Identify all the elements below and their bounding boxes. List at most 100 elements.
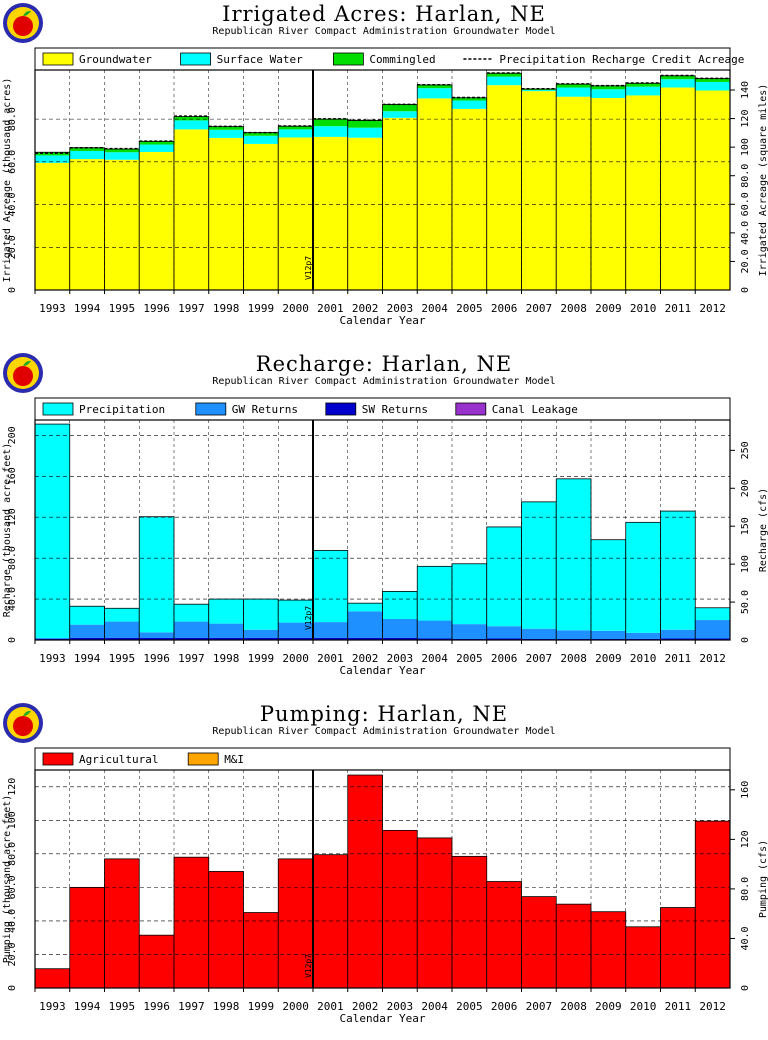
bar-segment (417, 837, 452, 988)
y-tick-label: 100 (7, 811, 18, 829)
bar-segment (486, 85, 522, 291)
bar-segment (104, 152, 140, 160)
x-tick-label: 2004 (421, 302, 448, 315)
bar-segment (278, 129, 313, 138)
bar-segment (556, 96, 591, 290)
y2-axis-label: Recharge (cfs) (758, 488, 768, 572)
bar-segment (69, 606, 105, 625)
bar-segment (625, 83, 661, 87)
bar-segment (208, 871, 244, 988)
bar-segment (174, 129, 209, 290)
legend-swatch (180, 52, 212, 66)
bar-segment (278, 137, 313, 290)
bar-segment (556, 630, 591, 639)
bar-segment (452, 563, 487, 625)
bar-segment (347, 611, 383, 638)
bar-segment (382, 830, 418, 988)
x-tick-label: 2009 (595, 302, 622, 315)
legend-label: Groundwater (79, 53, 152, 66)
bar-segment (417, 566, 452, 621)
x-tick-label: 1996 (143, 652, 170, 665)
legend-label: Agricultural (79, 753, 158, 766)
apple-logo-icon (2, 352, 44, 394)
pumping-panel: Pumping: Harlan, NE Republican River Com… (0, 700, 768, 1040)
bar-segment (556, 904, 591, 988)
bar-segment (35, 637, 70, 639)
y-tick-label: 40.0 (7, 587, 18, 611)
bar-segment (591, 97, 626, 290)
legend-swatch (195, 402, 227, 416)
x-tick-label: 2008 (560, 652, 587, 665)
y2-tick-label: 150 (740, 517, 751, 535)
bar-segment (556, 84, 591, 88)
x-tick-label: 1993 (39, 652, 66, 665)
y-tick-label: 80.0 (7, 546, 18, 570)
bar-segment (313, 119, 348, 127)
bar-segment (486, 76, 522, 86)
bar-segment (382, 104, 418, 112)
y-tick-label: 40.0 (7, 909, 18, 933)
bar-segment (278, 637, 313, 640)
x-tick-label: 2011 (665, 1000, 692, 1013)
y-tick-label: 0 (7, 637, 18, 643)
x-tick-label: 1996 (143, 1000, 170, 1013)
bar-segment (278, 126, 313, 130)
x-tick-label: 1997 (178, 302, 205, 315)
y-axis-label: Pumping (thousand acre-feet) (2, 795, 13, 964)
bar-segment (104, 149, 140, 153)
pumping-chart: Agricultural M&I 20.0 40.0 60.0 80.0 100 120 0 40… (2, 747, 768, 1025)
x-tick-label: 2012 (699, 652, 726, 665)
bar-segment (243, 629, 279, 638)
bar-segment (625, 926, 661, 988)
bar-segment (486, 73, 522, 77)
bar-segment (695, 607, 730, 621)
x-tick-label: 2010 (630, 302, 657, 315)
y2-tick-label: 40.0 (740, 221, 751, 245)
x-tick-label: 2007 (526, 1000, 553, 1013)
bar-segment (695, 821, 730, 988)
bar-segment (174, 116, 209, 121)
bar-segment (486, 638, 522, 640)
x-tick-label: 2005 (456, 302, 483, 315)
bar-segment (208, 599, 244, 624)
x-tick-label: 2006 (491, 1000, 518, 1013)
bar-segment (243, 132, 279, 136)
legend-swatch (187, 752, 219, 766)
chart-subtitle: Republican River Compact Administration … (212, 26, 556, 37)
version-marker-label: V12p7 (304, 256, 313, 280)
x-tick-label: 2001 (317, 302, 344, 315)
bar-segment (139, 152, 174, 290)
recharge-panel: Recharge: Harlan, NE Republican River Co… (0, 350, 768, 690)
y2-tick-label: 0 (740, 985, 751, 991)
y-tick-label: 20.0 (7, 942, 18, 966)
bar-segment (695, 620, 730, 639)
bar-segment (347, 775, 383, 988)
y-tick-label: 0 (7, 985, 18, 991)
bar-segment (521, 628, 557, 639)
x-tick-label: 2002 (352, 652, 379, 665)
y2-tick-label: 200 (740, 479, 751, 497)
version-marker-label: V12p7 (304, 954, 313, 978)
bar-segment (382, 619, 418, 638)
x-tick-label: 2006 (491, 302, 518, 315)
bar-segment (660, 638, 696, 640)
bar-segment (139, 637, 174, 640)
y-axis-label: Irrigated Acreage (thousand acres) (2, 78, 13, 283)
legend-label: Surface Water (217, 53, 303, 66)
bar-segment (104, 159, 140, 290)
bar-segment (486, 626, 522, 639)
x-tick-label: 1997 (178, 1000, 205, 1013)
chart-title: Pumping: Harlan, NE (259, 702, 509, 726)
bar-segment (313, 136, 348, 290)
bar-segment (174, 637, 209, 640)
bar-segment (660, 907, 696, 988)
bar-segment (139, 141, 174, 145)
bar-segment (313, 854, 348, 988)
bar-segment (69, 159, 105, 290)
y2-tick-label: 160 (740, 781, 751, 799)
y-tick-label: 20.0 (7, 235, 18, 259)
legend-swatch (325, 402, 357, 416)
legend-swatch (42, 752, 74, 766)
y-tick-label: 80.0 (7, 842, 18, 866)
x-tick-label: 1994 (74, 302, 101, 315)
